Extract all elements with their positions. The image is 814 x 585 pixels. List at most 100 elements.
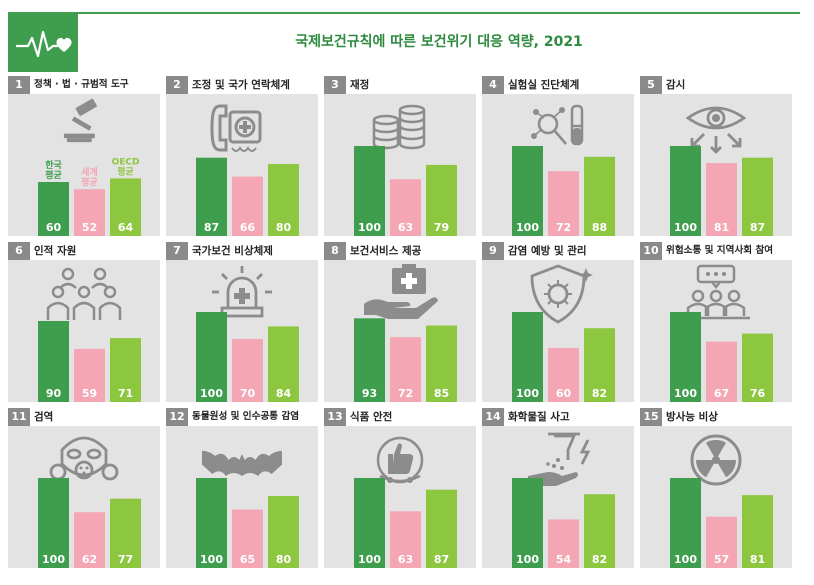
bar-value-label: 72 — [556, 221, 571, 234]
bar-value-label: 81 — [750, 553, 765, 566]
bar-value-label: 80 — [276, 553, 292, 566]
bar-korea — [196, 157, 227, 236]
panel-title: 위험소통 및 지역사회 참여 — [666, 245, 774, 256]
bar-chart: 100 62 77 — [38, 478, 141, 568]
bar-value-label: 54 — [556, 553, 572, 566]
coins-icon — [372, 104, 426, 150]
bar-value-label: 100 — [674, 553, 697, 566]
panel-number: 9 — [482, 242, 504, 260]
panel-number: 11 — [8, 408, 30, 426]
header-rule — [78, 12, 800, 14]
panel-header: 12 동물원성 및 인수공통 감염 — [166, 408, 318, 426]
panel-13: 13 식품 안전 100 63 87 — [324, 408, 476, 568]
bar-world — [548, 519, 579, 568]
legend-oecd: OECD 평균 — [112, 157, 140, 177]
panel-number: 2 — [166, 76, 188, 94]
bar-world — [232, 509, 263, 568]
panel-title: 보건서비스 제공 — [350, 245, 422, 257]
bar-value-label: 80 — [276, 221, 292, 234]
bar-value-label: 84 — [276, 387, 292, 400]
panel-8: 8 보건서비스 제공 93 72 85 — [324, 242, 476, 402]
bar-value-label: 100 — [42, 553, 65, 566]
bar-world — [548, 171, 579, 236]
bar-world — [74, 189, 105, 236]
panel-header: 14 화학물질 사고 — [482, 408, 634, 426]
bar-value-label: 76 — [750, 387, 766, 400]
panel-header: 15 방사능 비상 — [640, 408, 792, 426]
panel-header: 9 감염 예방 및 관리 — [482, 242, 634, 260]
bar-world — [706, 163, 737, 236]
panel-7: 7 국가보건 비상체제 100 70 84 — [166, 242, 318, 402]
bar-value-label: 60 — [556, 387, 572, 400]
radiation-icon — [690, 434, 742, 486]
bar-oecd — [426, 489, 457, 568]
panel-4: 4 실험실 진단체계 100 72 88 — [482, 76, 634, 236]
bar-korea — [38, 182, 69, 236]
bar-oecd — [110, 178, 141, 236]
bar-chart: 100 57 81 — [670, 478, 773, 568]
panel-header: 13 식품 안전 — [324, 408, 476, 426]
bar-value-label: 100 — [200, 553, 223, 566]
bar-chart: 100 72 88 — [512, 146, 615, 236]
bar-value-label: 100 — [200, 387, 223, 400]
bar-value-label: 65 — [240, 553, 255, 566]
panel-title: 인적 자원 — [34, 245, 77, 257]
bar-chart: 100 63 87 — [354, 478, 457, 568]
bar-value-label: 93 — [362, 387, 377, 400]
legend-korea: 한국 평균 — [45, 159, 62, 181]
people-icon — [46, 267, 122, 320]
bar-oecd — [110, 498, 141, 568]
bar-world — [74, 348, 105, 402]
bar-value-label: 90 — [46, 387, 62, 400]
bar-value-label: 52 — [82, 221, 97, 234]
bar-korea — [354, 146, 385, 236]
panel-header: 4 실험실 진단체계 — [482, 76, 634, 94]
bar-world — [548, 348, 579, 402]
panel-3: 3 재정 100 63 79 — [324, 76, 476, 236]
bar-chart: 100 70 84 — [196, 312, 299, 402]
bar-chart: 93 72 85 — [354, 318, 457, 402]
lab-icon — [531, 104, 584, 146]
panel-12: 12 동물원성 및 인수공통 감염 100 65 80 — [166, 408, 318, 568]
panel-header: 8 보건서비스 제공 — [324, 242, 476, 260]
panel-number: 10 — [640, 242, 662, 260]
bar-chart: 90 59 71 — [38, 321, 141, 402]
panel-title: 국가보건 비상체제 — [192, 245, 273, 257]
bar-value-label: 100 — [516, 387, 539, 400]
panel-number: 15 — [640, 408, 662, 426]
bar-chart: 100 63 79 — [354, 146, 457, 236]
panel-header: 6 인적 자원 — [8, 242, 160, 260]
bar-korea — [354, 318, 385, 402]
bar-oecd — [742, 157, 773, 236]
food-safety-icon — [376, 436, 424, 484]
bar-world — [706, 516, 737, 568]
bar-world — [390, 337, 421, 402]
bar-chart: 100 81 87 — [670, 146, 773, 236]
bar-chart: 100 60 82 — [512, 312, 615, 402]
panel-number: 8 — [324, 242, 346, 260]
panel-number: 7 — [166, 242, 188, 260]
bar-oecd — [426, 164, 457, 236]
bar-value-label: 63 — [398, 221, 413, 234]
panel-header: 7 국가보건 비상체제 — [166, 242, 318, 260]
bar-korea — [196, 478, 227, 568]
panel-15: 15 방사능 비상 100 57 81 — [640, 408, 792, 568]
logo — [8, 12, 78, 72]
bar-value-label: 85 — [434, 387, 449, 400]
bar-chart: 60 한국 평균 52 세계 평균 64 OECD 평균 — [38, 157, 141, 236]
panel-title: 방사능 비상 — [666, 411, 718, 423]
virus-shield-icon — [530, 264, 593, 324]
panel-title: 실험실 진단체계 — [508, 79, 580, 91]
panel-number: 12 — [166, 408, 188, 426]
bar-chart: 100 54 82 — [512, 478, 615, 568]
medkit-hand-icon — [364, 264, 438, 319]
panel-number: 13 — [324, 408, 346, 426]
bar-value-label: 59 — [82, 387, 97, 400]
panel-header: 11 검역 — [8, 408, 160, 426]
panel-9: 9 감염 예방 및 관리 100 60 82 — [482, 242, 634, 402]
bar-oecd — [584, 156, 615, 236]
panel-title: 재정 — [350, 79, 370, 91]
bar-value-label: 66 — [240, 221, 256, 234]
bar-oecd — [584, 328, 615, 402]
bar-oecd — [742, 333, 773, 402]
